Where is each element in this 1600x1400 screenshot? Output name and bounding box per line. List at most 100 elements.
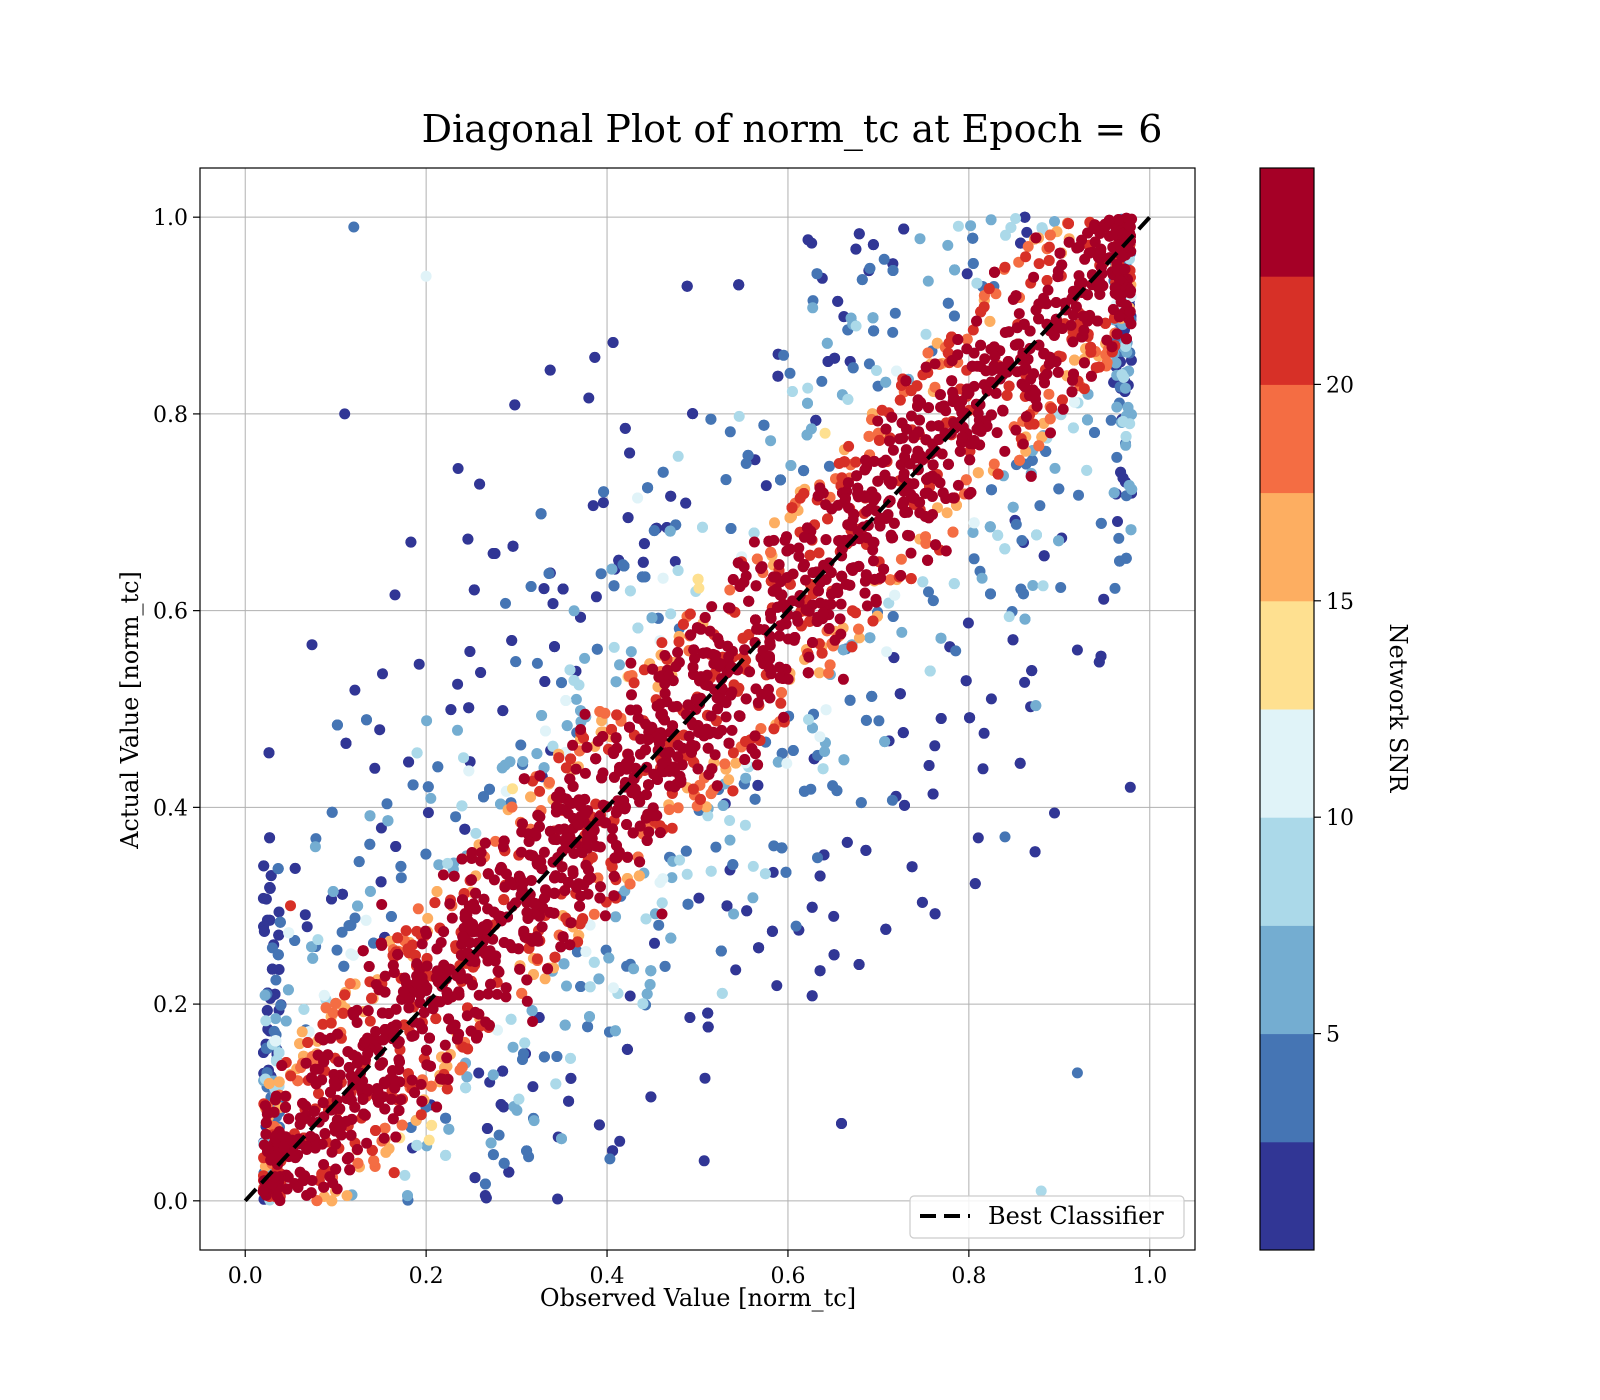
scatter-point [588, 908, 600, 920]
scatter-point [328, 1076, 340, 1088]
scatter-point [1036, 431, 1048, 443]
scatter-point [1014, 454, 1025, 466]
scatter-point [396, 1119, 408, 1131]
scatter-point [850, 243, 862, 255]
scatter-point [339, 989, 351, 1001]
scatter-point [309, 1063, 321, 1075]
scatter-point [748, 527, 760, 539]
scatter-point [624, 721, 635, 733]
scatter-point [644, 979, 656, 990]
scatter-point [414, 988, 426, 1000]
scatter-point [672, 751, 684, 763]
scatter-point [1093, 283, 1105, 294]
scatter-point [984, 315, 996, 327]
scatter-point [1033, 313, 1045, 325]
scatter-point [459, 823, 471, 835]
scatter-point [997, 405, 1009, 417]
scatter-point [744, 666, 756, 678]
scatter-point [725, 523, 737, 534]
scatter-point [614, 659, 625, 671]
scatter-point [871, 365, 882, 376]
scatter-point [1093, 656, 1105, 668]
scatter-point [816, 375, 828, 387]
scatter-point [716, 724, 728, 736]
scatter-point [778, 349, 790, 361]
scatter-point [559, 1019, 571, 1031]
scatter-point [750, 614, 761, 626]
scatter-point [1031, 529, 1042, 541]
scatter-point [659, 678, 671, 690]
scatter-point [927, 788, 939, 800]
scatter-point [887, 265, 899, 276]
scatter-point [873, 434, 885, 446]
scatter-point [595, 881, 606, 893]
scatter-point [821, 337, 833, 349]
scatter-point [625, 657, 637, 669]
scatter-point [814, 731, 826, 743]
scatter-point [294, 1118, 306, 1130]
scatter-point [666, 822, 678, 834]
scatter-point [403, 756, 415, 768]
scatter-point [769, 517, 780, 529]
scatter-point [1098, 593, 1110, 605]
scatter-point [342, 1046, 354, 1058]
scatter-point [280, 1015, 292, 1027]
scatter-point [698, 1155, 710, 1167]
scatter-point [1105, 414, 1117, 426]
scatter-point [899, 507, 911, 519]
scatter-point [525, 581, 537, 592]
scatter-point [452, 724, 463, 736]
scatter-point [425, 1080, 437, 1092]
scatter-point [643, 779, 654, 791]
scatter-point [887, 326, 899, 338]
scatter-point [621, 1043, 633, 1055]
scatter-point [608, 641, 620, 653]
scatter-point [261, 1005, 273, 1016]
scatter-point [999, 445, 1011, 457]
scatter-point [590, 840, 602, 852]
scatter-point [963, 387, 975, 399]
scatter-point [310, 833, 322, 845]
scatter-point [325, 1017, 337, 1029]
scatter-point [510, 897, 522, 909]
scatter-point [628, 677, 640, 689]
scatter-point [527, 1016, 539, 1027]
scatter-point [445, 704, 457, 716]
scatter-point [700, 801, 712, 813]
scatter-point [411, 747, 423, 759]
scatter-point [758, 419, 770, 431]
scatter-point [309, 1142, 321, 1154]
scatter-point [317, 1018, 329, 1030]
scatter-point [776, 747, 788, 759]
scatter-point [627, 827, 639, 839]
scatter-point [485, 1137, 497, 1149]
scatter-point [923, 586, 934, 598]
scatter-point [561, 720, 573, 732]
scatter-point [1081, 464, 1093, 476]
scatter-point [1003, 380, 1015, 392]
scatter-point [933, 434, 945, 445]
scatter-point [587, 500, 599, 512]
scatter-point [985, 693, 997, 705]
scatter-point [575, 981, 587, 992]
scatter-point [927, 595, 939, 607]
scatter-point [420, 1044, 432, 1056]
scatter-point [411, 1139, 423, 1151]
scatter-point [608, 580, 620, 592]
scatter-point [1077, 310, 1089, 322]
scatter-point [388, 1167, 400, 1179]
scatter-point [469, 1172, 481, 1184]
scatter-point [379, 986, 391, 998]
scatter-point [645, 1091, 657, 1103]
scatter-point [515, 846, 527, 858]
scatter-point [379, 1122, 391, 1134]
scatter-point [836, 570, 848, 582]
scatter-point [981, 385, 993, 397]
scatter-point [1111, 451, 1123, 463]
scatter-point [827, 780, 839, 792]
scatter-point [401, 977, 413, 989]
scatter-point [485, 978, 497, 990]
scatter-point [364, 885, 376, 897]
scatter-point [1041, 368, 1053, 380]
scatter-point [1082, 414, 1093, 426]
